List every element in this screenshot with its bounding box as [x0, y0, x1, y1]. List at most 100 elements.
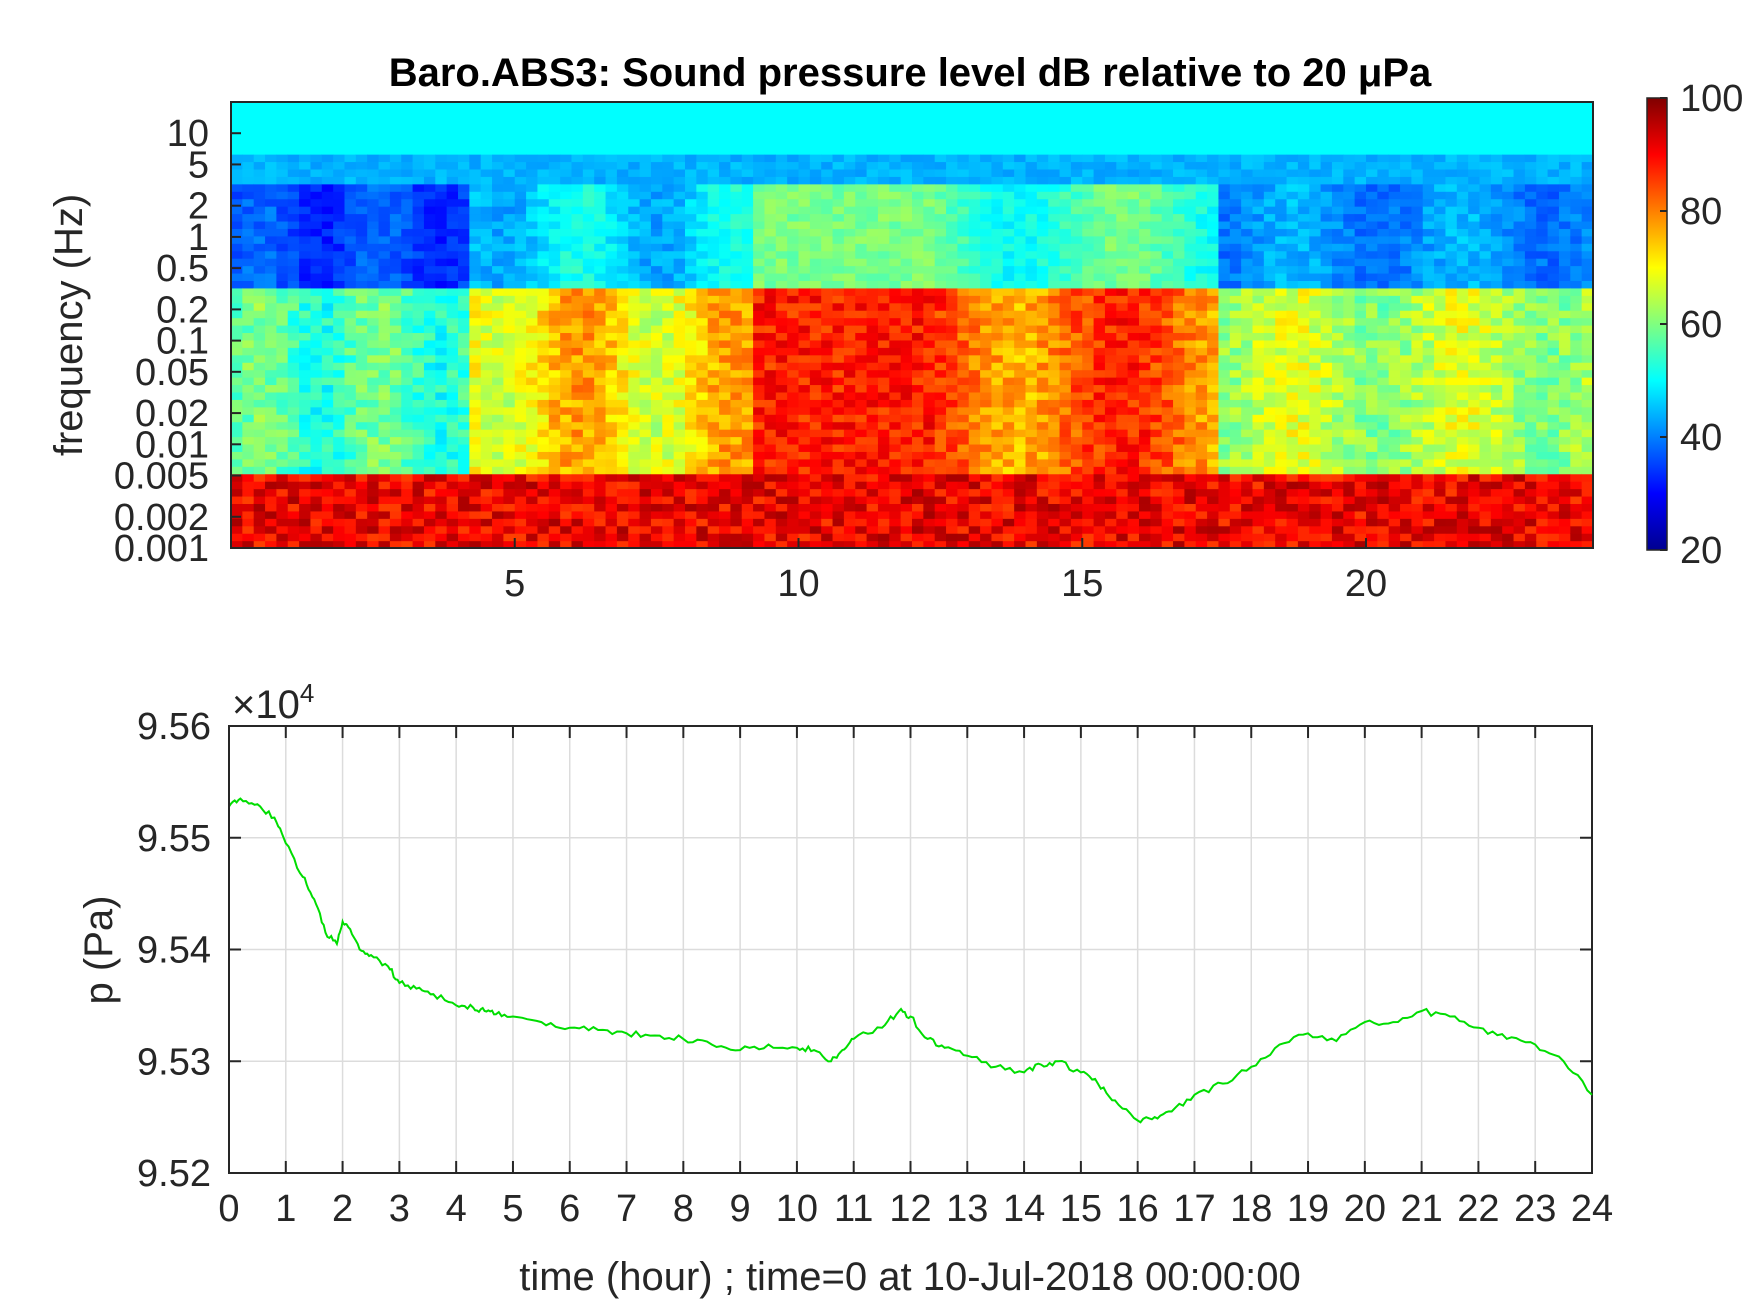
- spectrogram-cell: [889, 533, 902, 542]
- spectrogram-cell: [662, 421, 675, 430]
- spectrogram-cell: [685, 443, 697, 452]
- spectrogram-cell: [367, 235, 380, 244]
- spectrogram-cell: [1025, 116, 1038, 125]
- spectrogram-cell: [866, 228, 879, 237]
- spectrogram-cell: [934, 406, 947, 415]
- spectrogram-cell: [480, 191, 493, 200]
- spectrogram-cell: [1161, 250, 1174, 259]
- spectrogram-cell: [503, 168, 516, 177]
- spectrogram-cell: [1025, 258, 1038, 267]
- spectrogram-cell: [321, 399, 334, 408]
- spectrogram-cell: [423, 235, 436, 244]
- spectrogram-cell: [446, 362, 459, 371]
- spectrogram-cell: [333, 243, 346, 252]
- spectrogram-cell: [968, 325, 981, 334]
- spectrogram-cell: [1093, 436, 1106, 445]
- spectrogram-cell: [809, 109, 822, 118]
- spectrogram-cell: [605, 287, 618, 296]
- spectrogram-cell: [1161, 191, 1174, 200]
- spectrogram-cell: [934, 228, 947, 237]
- spectrogram-cell: [321, 265, 334, 274]
- spectrogram-cell: [741, 235, 754, 244]
- spectrogram-cell: [673, 451, 686, 460]
- spectrogram-cell: [946, 533, 958, 542]
- spectrogram-cell: [242, 265, 255, 274]
- spectrogram-cell: [696, 206, 709, 215]
- spectrogram-cell: [946, 332, 958, 341]
- spectrogram-cell: [957, 310, 970, 319]
- spectrogram-cell: [991, 421, 1004, 430]
- spectrogram-cell: [787, 325, 800, 334]
- spectrogram-cell: [548, 116, 561, 125]
- spectrogram-cell: [401, 421, 414, 430]
- spectrogram-cell: [855, 332, 868, 341]
- spectrogram-cell: [832, 168, 845, 177]
- spectrogram-cell: [571, 495, 584, 504]
- spectrogram-cell: [1116, 414, 1129, 423]
- spectrogram-cell: [877, 109, 890, 118]
- spectrogram-cell: [696, 131, 709, 140]
- spectrogram-cell: [798, 533, 811, 542]
- spectrogram-cell: [344, 154, 357, 163]
- spectrogram-cell: [480, 421, 493, 430]
- spectrogram-cell: [287, 139, 300, 148]
- spectrogram-cell: [707, 168, 720, 177]
- spectrogram-cell: [276, 139, 289, 148]
- spectrogram-cell: [1059, 339, 1072, 348]
- spectrogram-cell: [616, 399, 629, 408]
- spectrogram-cell: [310, 414, 323, 423]
- spectrogram-cell: [934, 243, 947, 252]
- spectrogram-cell: [401, 510, 414, 519]
- spectrogram-cell: [310, 354, 323, 363]
- spectrogram-cell: [923, 124, 936, 133]
- spectrogram-cell: [1025, 503, 1038, 512]
- spectrogram-cell: [912, 458, 924, 467]
- spectrogram-cell: [412, 116, 425, 125]
- spectrogram-cell: [764, 131, 777, 140]
- spectrogram-cell: [798, 235, 811, 244]
- spectrogram-cell: [855, 325, 868, 334]
- spectrogram-cell: [855, 124, 868, 133]
- spectrogram-cell: [571, 280, 584, 289]
- spectrogram-cell: [232, 139, 243, 148]
- spectrogram-cell: [435, 391, 448, 400]
- spectrogram-cell: [957, 369, 970, 378]
- spectrogram-cell: [957, 176, 970, 185]
- spectrogram-cell: [719, 139, 731, 148]
- spectrogram-cell: [753, 235, 766, 244]
- spectrogram-cell: [310, 235, 323, 244]
- spectrogram-cell: [628, 540, 641, 548]
- spectrogram-cell: [299, 347, 312, 356]
- spectrogram-cell: [242, 295, 255, 304]
- spectrogram-cell: [673, 377, 686, 386]
- spectrogram-cell: [1036, 414, 1049, 423]
- spectrogram-cell: [423, 183, 436, 192]
- spectrogram-cell: [877, 287, 890, 296]
- spectrogram-cell: [355, 109, 368, 118]
- spectrogram-cell: [775, 443, 788, 452]
- spectrogram-cell: [1025, 533, 1038, 542]
- spectrogram-cell: [605, 406, 618, 415]
- spectrogram-cell: [900, 302, 913, 311]
- spectrogram-cell: [1048, 466, 1061, 475]
- spectrogram-cell: [514, 220, 527, 229]
- spectrogram-cell: [503, 525, 516, 534]
- spectrogram-cell: [991, 339, 1004, 348]
- spectrogram-cell: [639, 481, 652, 490]
- spectrogram-cell: [923, 295, 936, 304]
- spectrogram-cell: [980, 116, 993, 125]
- spectrogram-cell: [798, 518, 811, 527]
- spectrogram-cell: [616, 258, 629, 267]
- spectrogram-cell: [355, 131, 368, 140]
- spectrogram-cell: [787, 458, 800, 467]
- spectrogram-cell: [730, 146, 743, 155]
- spectrogram-cell: [537, 451, 550, 460]
- spectrogram-cell: [1059, 191, 1072, 200]
- spectrogram-cell: [401, 161, 414, 170]
- spectrogram-cell: [1059, 503, 1072, 512]
- spectrogram-cell: [1070, 176, 1083, 185]
- spectrogram-cell: [480, 310, 493, 319]
- spectrogram-cell: [389, 443, 402, 452]
- spectrogram-cell: [1002, 265, 1015, 274]
- spectrogram-cell: [514, 213, 527, 222]
